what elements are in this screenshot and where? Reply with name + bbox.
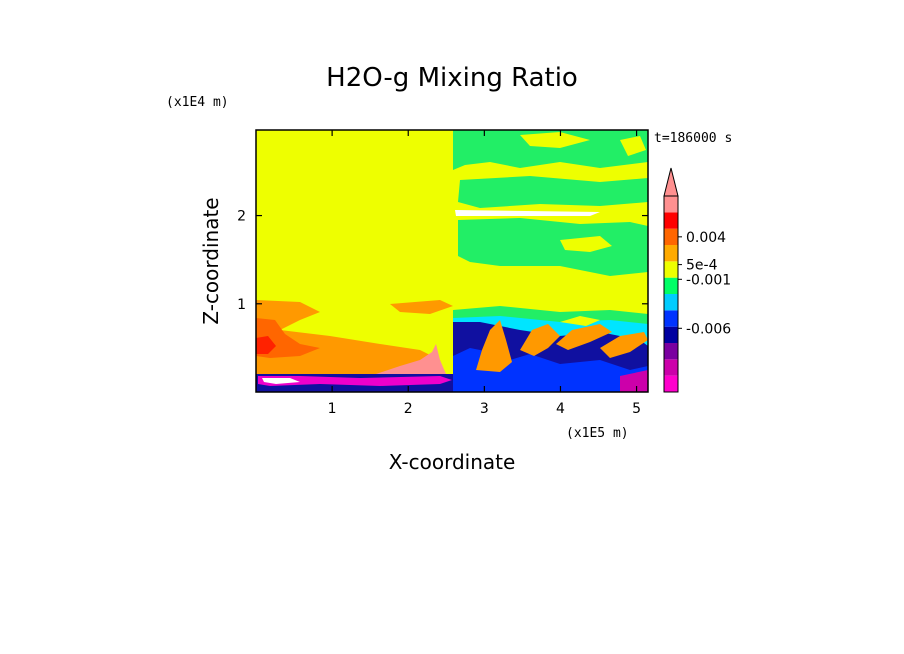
y-tick-label: 2 — [237, 209, 246, 225]
x-ticks: 1 2 3 4 5 — [328, 130, 641, 417]
region-green-top — [453, 130, 648, 170]
x-tick-label: 5 — [632, 401, 641, 417]
chart-title: H2O-g Mixing Ratio — [326, 63, 578, 93]
y-tick-label: 1 — [237, 297, 246, 313]
region-orange-plume-3 — [556, 324, 612, 350]
colorbar-swatch — [664, 228, 678, 245]
colorbar-swatch — [664, 310, 678, 327]
region-green-band-2 — [458, 218, 648, 276]
region-white-surface-fleck — [262, 378, 300, 384]
region-white-streak — [455, 210, 600, 216]
x-tick-label: 1 — [328, 401, 337, 417]
colorbar-extend-arrow — [663, 167, 679, 197]
x-units-label: (x1E5 m) — [566, 426, 629, 441]
y-axis-label: Z-coordinate — [199, 197, 223, 324]
colorbar-label: 0.004 — [686, 230, 726, 246]
contour-field — [256, 130, 648, 392]
colorbar-swatch — [664, 343, 678, 360]
colorbar-swatch — [664, 326, 678, 343]
colorbar-label: -0.001 — [686, 272, 731, 288]
region-yellow-patch-mid — [560, 236, 612, 252]
x-axis-label: X-coordinate — [389, 450, 516, 474]
region-yellow-patch-top — [520, 132, 590, 148]
plot-frame — [255, 129, 649, 393]
region-orange-plume-4 — [600, 332, 648, 358]
colorbar — [663, 167, 679, 393]
time-label: t=186000 s — [654, 131, 732, 146]
colorbar-swatch — [664, 294, 678, 311]
x-tick-label: 4 — [556, 401, 565, 417]
colorbar-label: -0.006 — [686, 321, 731, 337]
region-yellow-fleck — [560, 316, 600, 326]
colorbar-label: 5e-4 — [686, 258, 718, 274]
x-tick-label: 2 — [404, 401, 413, 417]
colorbar-frame — [663, 195, 679, 393]
colorbar-swatch — [664, 212, 678, 229]
y-units-label: (x1E4 m) — [166, 95, 229, 110]
region-orange-plume-2 — [520, 324, 560, 356]
region-yellow-patch-right — [620, 136, 646, 156]
y-ticks: 12 — [237, 209, 648, 313]
region-orange-plume-1 — [476, 320, 512, 372]
colorbar-swatch — [664, 375, 678, 392]
x-tick-label: 3 — [480, 401, 489, 417]
region-green-band-1 — [458, 176, 648, 208]
region-orange-tongue — [256, 300, 445, 378]
colorbar-swatch — [664, 245, 678, 262]
colorbar-swatch — [664, 277, 678, 294]
colorbar-swatch — [664, 196, 678, 213]
region-magenta-surface — [258, 376, 452, 386]
colorbar-swatch — [664, 359, 678, 376]
colorbar-labels: 0.004 5e-4-0.001 -0.006 — [678, 230, 731, 337]
region-magenta-right — [620, 370, 648, 392]
region-pink-lift — [370, 344, 446, 378]
colorbar-swatch — [664, 261, 678, 278]
region-red-core — [256, 336, 276, 354]
region-orange-upper-streak — [390, 300, 453, 314]
